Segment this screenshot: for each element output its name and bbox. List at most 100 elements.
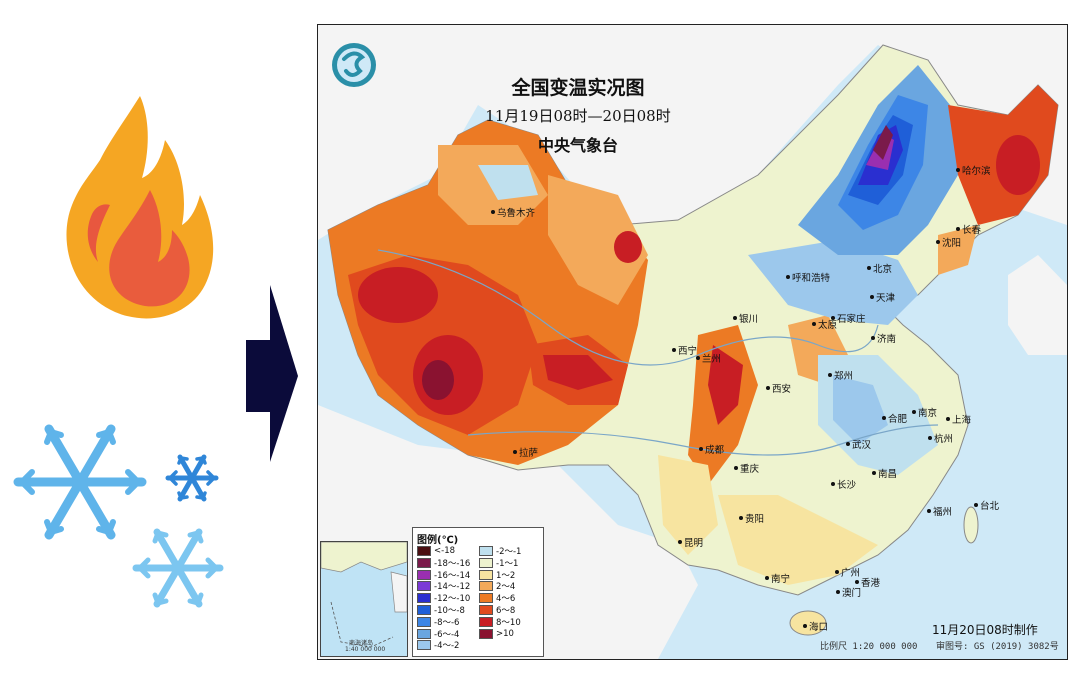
legend-label: -12～-10	[434, 594, 471, 605]
city-dot	[928, 436, 932, 440]
city-dot	[734, 466, 738, 470]
city-label: 香港	[861, 578, 881, 589]
city-label: 昆明	[684, 538, 704, 549]
cma-logo	[332, 43, 376, 87]
legend-label: -8～-6	[434, 617, 460, 628]
legend-item: -4～-2	[417, 640, 460, 652]
city-label: 拉萨	[519, 448, 539, 459]
city-dot	[678, 540, 682, 544]
map-subtitle: 11月19日08时—20日08时	[485, 107, 671, 125]
city-dot	[846, 442, 850, 446]
legend-label: -2～-1	[496, 547, 522, 557]
legend-swatch	[417, 569, 431, 580]
city-dot	[872, 471, 876, 475]
city-dot	[855, 580, 859, 584]
city-dot	[956, 227, 960, 231]
legend-swatch	[479, 546, 493, 556]
legend-item: -8～-6	[417, 616, 460, 628]
legend-swatch	[417, 640, 431, 651]
legend-swatch	[417, 593, 431, 604]
legend-item: -16～-14	[417, 569, 471, 581]
legend-swatch	[479, 557, 493, 568]
legend-label: 8～10	[496, 617, 521, 628]
legend-swatch	[417, 628, 431, 639]
city-dot	[831, 482, 835, 486]
legend-swatch	[417, 546, 431, 556]
snowflake-small-icon	[165, 454, 219, 502]
city-label: 海口	[809, 622, 829, 633]
legend-label: -6～-4	[434, 629, 460, 640]
legend-label: <-18	[434, 546, 456, 556]
city-label: 广州	[841, 568, 861, 579]
city-dot	[812, 322, 816, 326]
legend-label: 1～2	[496, 570, 516, 581]
legend-item: -18～-16	[417, 557, 470, 569]
inset-scale: 1:40 000 000	[345, 646, 386, 653]
city-label: 北京	[873, 264, 893, 275]
city-label: 贵阳	[745, 514, 765, 525]
inset-title: 南海诸岛	[349, 640, 374, 647]
city-label: 郑州	[834, 371, 854, 382]
map-approval-number: 审图号: GS (2019) 3082号	[936, 642, 1059, 652]
legend-item: 2～4	[479, 581, 516, 593]
legend-item: 4～6	[479, 593, 515, 604]
city-label: 石家庄	[837, 314, 866, 325]
city-dot	[765, 576, 769, 580]
city-dot	[871, 336, 875, 340]
legend-item: <-18	[417, 546, 455, 556]
map-title: 全国变温实况图	[511, 77, 645, 99]
city-label: 上海	[952, 415, 972, 426]
legend-label: -14～-12	[434, 582, 471, 593]
legend-swatch	[417, 616, 431, 627]
city-label: 沈阳	[942, 238, 962, 249]
city-dot	[974, 503, 978, 507]
legend-swatch	[479, 593, 493, 604]
legend-swatch	[479, 605, 493, 615]
temperature-change-map: 全国变温实况图 11月19日08时—20日08时 中央气象台 乌鲁木齐 哈尔滨 长春…	[317, 24, 1068, 660]
legend-title: 图例(℃)	[417, 535, 459, 546]
legend-label: 2～4	[496, 582, 516, 593]
legend-item: -12～-10	[417, 593, 471, 605]
map-agency: 中央气象台	[537, 136, 618, 155]
city-label: 南昌	[878, 469, 898, 480]
legend-swatch	[479, 581, 493, 592]
city-label: 南宁	[771, 574, 791, 585]
city-dot	[491, 210, 495, 214]
city-label: 台北	[980, 501, 1000, 512]
legend-label: -1～1	[496, 558, 519, 569]
city-dot	[836, 590, 840, 594]
city-dot	[831, 316, 835, 320]
city-dot	[513, 450, 517, 454]
legend: 图例(℃) <-18 -18～-16 -16～-14 -14～-12 -12～-10 -1…	[412, 527, 544, 657]
city-dot	[803, 624, 807, 628]
city-dot	[786, 275, 790, 279]
city-dot	[835, 570, 839, 574]
city-label: 济南	[877, 334, 897, 345]
legend-item: -2～-1	[479, 546, 522, 557]
legend-swatch	[417, 581, 431, 592]
legend-swatch	[417, 605, 431, 615]
city-dot	[696, 356, 700, 360]
legend-label: -16～-14	[434, 570, 471, 581]
city-dot	[936, 240, 940, 244]
city-label: 天津	[876, 293, 896, 304]
city-label: 长春	[962, 225, 982, 236]
legend-swatch	[479, 628, 493, 639]
legend-item: >10	[479, 628, 514, 639]
inset-map	[321, 542, 407, 648]
city-dot	[882, 416, 886, 420]
legend-swatch	[479, 569, 493, 580]
city-label: 福州	[933, 507, 953, 518]
city-label: 呼和浩特	[792, 273, 831, 284]
city-label: 重庆	[740, 464, 760, 475]
made-at: 11月20日08时制作	[932, 623, 1038, 637]
city-dot	[699, 447, 703, 451]
legend-item: -6～-4	[417, 628, 460, 640]
city-dot	[870, 295, 874, 299]
city-dot	[766, 386, 770, 390]
city-dot	[946, 417, 950, 421]
legend-label: -4～-2	[434, 641, 460, 652]
city-label: 西安	[772, 384, 792, 395]
city-label: 银川	[739, 314, 759, 325]
city-dot	[739, 516, 743, 520]
